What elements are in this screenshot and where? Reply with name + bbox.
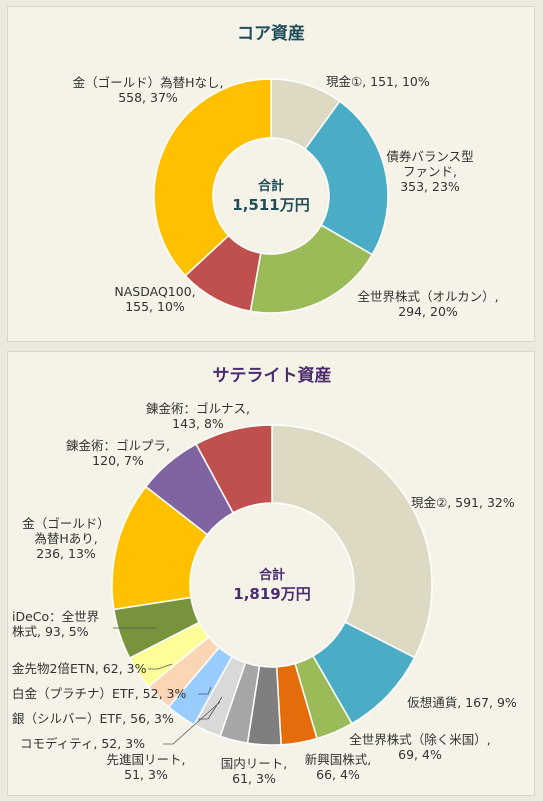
slice-label: 金先物2倍ETN, 62, 3% <box>12 661 147 676</box>
center-total-label: 合計 <box>259 567 285 583</box>
leader-line <box>198 686 212 695</box>
donut-slice <box>271 424 433 659</box>
donut-slice <box>195 424 273 514</box>
donut-slice <box>304 100 389 256</box>
leader-line <box>198 696 223 720</box>
slice-label: NASDAQ100, 155, 10% <box>114 284 195 314</box>
center-total-label: 合計 <box>258 178 284 194</box>
donut-slice <box>153 78 272 277</box>
slice-label: 先進国リート, 51, 3% <box>107 752 186 782</box>
leader-line <box>163 701 221 745</box>
slice-label: iDeCo：全世界株式, 93, 5% <box>12 609 100 639</box>
slice-label: 錬金術：ゴルプラ, 120, 7% <box>66 438 170 468</box>
chart-title: コア資産 <box>237 23 305 44</box>
slice-label: 錬金術：ゴルナス, 143, 8% <box>146 401 250 431</box>
slice-label: 全世界株式（除く米国）, 69, 4% <box>349 732 490 762</box>
center-total-value: 1,819万円 <box>233 585 310 603</box>
slice-label: 白金（プラチナ）ETF, 52, 3% <box>12 686 186 701</box>
slice-label: 金（ゴールド）為替Hなし, 558, 37% <box>73 75 224 105</box>
slice-label: 金（ゴールド）為替Hあり, 236, 13% <box>22 516 110 561</box>
slice-label: コモディティ, 52, 3% <box>20 736 145 751</box>
slice-label: 債券バランス型ファンド, 353, 23% <box>386 149 473 194</box>
slice-label: 現金①, 151, 10% <box>326 74 430 89</box>
slice-label: 仮想通貨, 167, 9% <box>407 695 517 710</box>
slice-label: 現金②, 591, 32% <box>411 495 515 510</box>
slice-label: 国内リート, 61, 3% <box>221 756 287 786</box>
slice-label: 銀（シルバー）ETF, 56, 3% <box>12 711 174 726</box>
chart-title: サテライト資産 <box>213 365 332 386</box>
center-total-value: 1,511万円 <box>232 196 309 214</box>
slice-label: 全世界株式（オルカン）, 294, 20% <box>357 289 498 319</box>
slice-label: 新興国株式, 66, 4% <box>305 752 371 782</box>
leader-line <box>148 663 173 670</box>
core-assets-panel: コア資産合計 1,511万円 現金①, 151, 10% 債券バランス型ファンド, 35… <box>7 6 535 342</box>
satellite-assets-panel: サテライト資産合計 1,819万円 現金②, 591, 32% 仮想通貨, 167, … <box>7 351 535 796</box>
